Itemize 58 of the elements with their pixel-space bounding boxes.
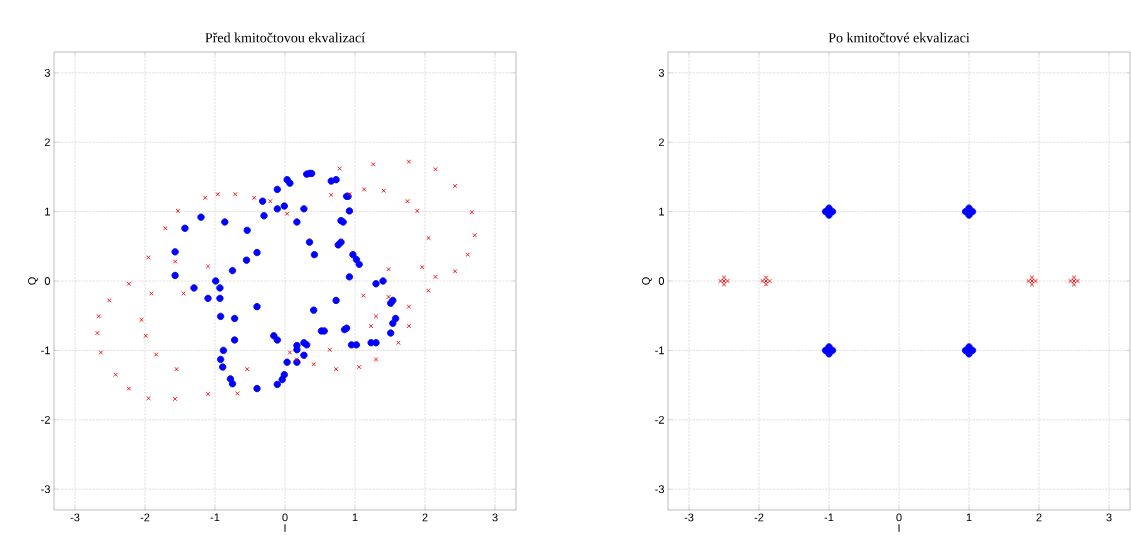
x-tick-label: 2 — [422, 513, 428, 522]
x-tick-label: 1 — [966, 513, 972, 522]
y-tick-label: 3 — [658, 68, 664, 77]
point — [965, 350, 973, 358]
x-tick-label: -2 — [140, 513, 150, 522]
point — [763, 282, 769, 287]
y-tick-label: 2 — [658, 138, 664, 147]
point — [1075, 278, 1080, 284]
x-tick-label: -3 — [684, 513, 694, 522]
y-tick-label: -1 — [655, 346, 664, 355]
point — [1068, 278, 1073, 284]
y-tick-label: 0 — [658, 277, 665, 285]
x-tick-label: -3 — [70, 513, 80, 522]
x-tick-label: -1 — [824, 513, 834, 522]
point — [965, 211, 973, 219]
point — [965, 343, 973, 351]
point — [825, 343, 833, 351]
x-tick-label: -2 — [754, 513, 764, 522]
y-tick-label: -1 — [41, 346, 50, 355]
point — [1026, 278, 1031, 284]
chart-title: Po kmitočtové ekvalizaci — [828, 32, 970, 43]
x-tick-label: 1 — [352, 513, 358, 522]
point — [718, 278, 723, 284]
point — [763, 275, 769, 280]
y-tick-label: -3 — [655, 485, 664, 494]
y-axis-title: Q — [28, 277, 38, 285]
x-tick-label: 3 — [492, 513, 498, 522]
x-tick-label: 0 — [896, 513, 902, 522]
x-axis-title: I — [284, 524, 286, 532]
chart-title: Před kmitočtovou ekvalizací — [205, 32, 365, 43]
point — [767, 278, 772, 284]
y-tick-label: 3 — [44, 68, 50, 77]
point — [1029, 282, 1035, 287]
x-axis-title: I — [898, 524, 900, 532]
x-tick-label: 3 — [1106, 513, 1112, 522]
point — [721, 282, 727, 287]
y-tick-label: -2 — [41, 415, 50, 424]
point — [1071, 282, 1077, 287]
point — [825, 350, 833, 358]
y-tick-label: 1 — [659, 207, 664, 216]
y-tick-label: -3 — [41, 485, 50, 494]
point — [965, 204, 973, 212]
point — [725, 278, 730, 284]
y-tick-label: -2 — [655, 415, 664, 424]
x-tick-label: -1 — [210, 513, 220, 522]
point — [760, 278, 765, 284]
point — [825, 211, 833, 219]
point — [721, 275, 727, 280]
x-tick-label: 2 — [1036, 513, 1042, 522]
point — [1029, 275, 1035, 280]
point — [1033, 278, 1038, 284]
y-tick-label: 0 — [44, 277, 51, 285]
y-axis-title: Q — [642, 277, 652, 285]
x-tick-label: 0 — [282, 513, 288, 522]
point — [825, 204, 833, 212]
y-tick-label: 2 — [44, 138, 50, 147]
y-tick-label: 1 — [45, 207, 50, 216]
point — [1071, 275, 1077, 280]
